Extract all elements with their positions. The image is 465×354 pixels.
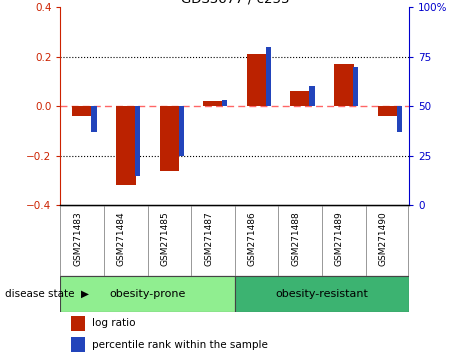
Text: disease state  ▶: disease state ▶ <box>5 289 89 299</box>
Bar <box>135 106 140 176</box>
Text: GSM271489: GSM271489 <box>335 211 344 266</box>
Bar <box>60 276 235 312</box>
Bar <box>247 54 266 106</box>
Bar <box>73 106 92 116</box>
Bar <box>71 337 85 352</box>
Bar <box>266 47 271 106</box>
Bar <box>222 100 227 106</box>
Text: GSM271483: GSM271483 <box>73 211 82 266</box>
Bar <box>159 106 179 171</box>
Bar <box>235 276 409 312</box>
Bar <box>203 101 223 106</box>
Text: percentile rank within the sample: percentile rank within the sample <box>92 339 268 350</box>
Text: obesity-resistant: obesity-resistant <box>276 289 368 299</box>
Text: GSM271485: GSM271485 <box>160 211 169 266</box>
Text: GSM271488: GSM271488 <box>291 211 300 266</box>
Bar <box>92 106 97 132</box>
Bar <box>71 316 85 331</box>
Bar <box>397 106 402 132</box>
Bar <box>334 64 353 106</box>
Bar <box>179 106 184 156</box>
Text: log ratio: log ratio <box>92 318 135 329</box>
Bar <box>116 106 136 185</box>
Text: GSM271484: GSM271484 <box>117 211 126 266</box>
Title: GDS3677 / c253: GDS3677 / c253 <box>180 0 289 6</box>
Text: obesity-prone: obesity-prone <box>109 289 186 299</box>
Text: GSM271486: GSM271486 <box>248 211 257 266</box>
Bar <box>353 67 358 106</box>
Text: GSM271490: GSM271490 <box>379 211 387 266</box>
Bar <box>309 86 315 106</box>
Bar <box>378 106 397 116</box>
Text: GSM271487: GSM271487 <box>204 211 213 266</box>
Bar <box>291 91 310 106</box>
